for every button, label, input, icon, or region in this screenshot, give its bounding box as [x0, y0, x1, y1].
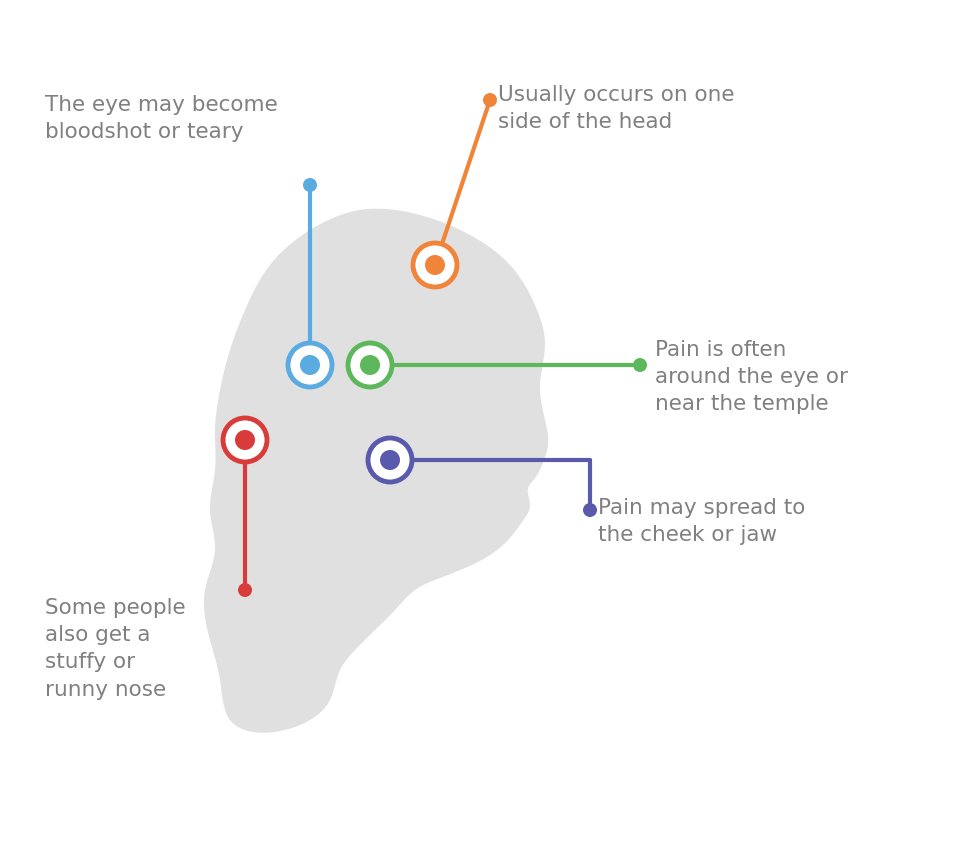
Circle shape [300, 355, 320, 375]
Text: Usually occurs on one
side of the head: Usually occurs on one side of the head [498, 85, 735, 132]
Circle shape [425, 255, 445, 275]
Circle shape [360, 355, 380, 375]
Circle shape [413, 243, 457, 287]
Polygon shape [204, 209, 548, 733]
Circle shape [238, 583, 252, 597]
Text: The eye may become
bloodshot or teary: The eye may become bloodshot or teary [45, 95, 278, 142]
Circle shape [633, 358, 647, 372]
Circle shape [288, 343, 332, 387]
Text: Some people
also get a
stuffy or
runny nose: Some people also get a stuffy or runny n… [45, 598, 186, 700]
Circle shape [303, 178, 317, 192]
Circle shape [583, 503, 597, 517]
Circle shape [223, 418, 267, 462]
Circle shape [380, 450, 400, 470]
Text: Pain is often
around the eye or
near the temple: Pain is often around the eye or near the… [655, 340, 848, 415]
Circle shape [348, 343, 392, 387]
Text: Pain may spread to
the cheek or jaw: Pain may spread to the cheek or jaw [598, 498, 806, 545]
Circle shape [235, 430, 255, 450]
Circle shape [483, 93, 497, 107]
Circle shape [368, 438, 412, 482]
